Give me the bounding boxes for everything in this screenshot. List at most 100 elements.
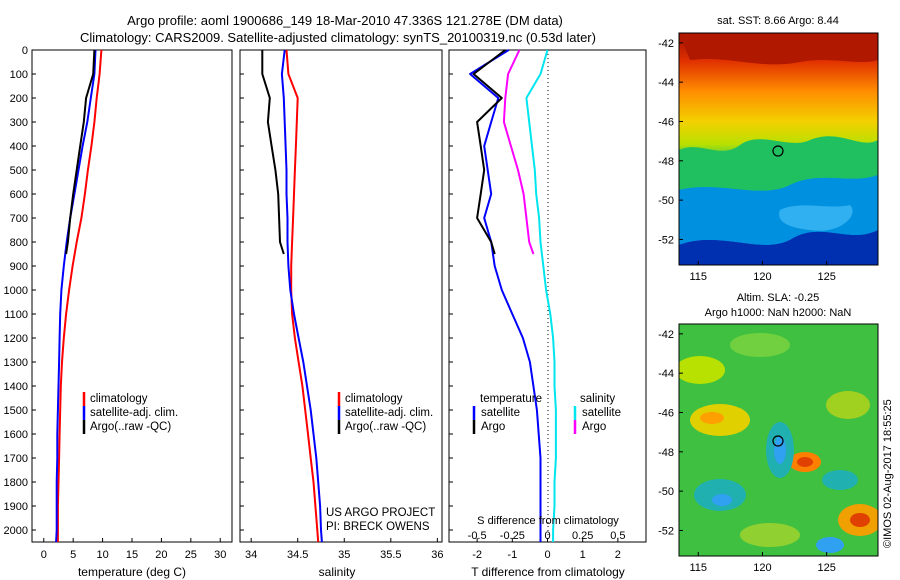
series-line-argo bbox=[502, 49, 535, 255]
legend-label-s-argo: Argo bbox=[582, 421, 606, 433]
x-tick-label: 1 bbox=[580, 549, 586, 561]
map-y-tick-label: -46 bbox=[658, 407, 674, 419]
sla-argo-marker bbox=[772, 435, 784, 447]
depth-tick-label: 800 bbox=[10, 237, 28, 249]
x-tick-label: -1 bbox=[507, 549, 517, 561]
depth-tick-label: 200 bbox=[10, 93, 28, 105]
x-tick-label: 0 bbox=[544, 549, 550, 561]
series-line-argo bbox=[472, 49, 506, 255]
depth-tick-label: 1700 bbox=[4, 453, 28, 465]
x-tick-label: 2 bbox=[615, 549, 621, 561]
series-line-argo-raw-qc- bbox=[261, 50, 285, 255]
map-y-tick-label: -42 bbox=[658, 329, 674, 341]
depth-tick-label: 300 bbox=[10, 117, 28, 129]
sla-map-frame bbox=[678, 323, 879, 557]
s-difference-label: S difference from climatology bbox=[477, 515, 619, 527]
legend-label-argo: Argo(..raw -QC) bbox=[345, 421, 426, 433]
header-line-1: Argo profile: aoml 1900686_149 18-Mar-20… bbox=[127, 13, 563, 28]
project-credit: US ARGO PROJECT bbox=[326, 507, 435, 519]
imos-stamp: ©IMOS 02-Aug-2017 18:55:25 bbox=[882, 399, 894, 548]
legend-label-argo: Argo(..raw -QC) bbox=[90, 421, 171, 433]
depth-tick-label: 1000 bbox=[4, 285, 28, 297]
difference-xlabel: T difference from climatology bbox=[471, 565, 625, 579]
difference-legend: temperature satellite Argo salinity sate… bbox=[472, 393, 621, 434]
legend-label-satellite: satellite-adj. clim. bbox=[345, 407, 433, 419]
map-x-tick-label: 115 bbox=[689, 562, 707, 574]
legend-head-temperature: temperature bbox=[480, 393, 542, 405]
salinity-legend: climatology satellite-adj. clim. Argo(..… bbox=[337, 392, 433, 434]
map-x-tick-label: 120 bbox=[753, 562, 771, 574]
map-y-tick-label: -52 bbox=[658, 234, 674, 246]
sla-map bbox=[679, 324, 878, 556]
series-line-climatology bbox=[56, 49, 103, 542]
salinity-xlabel: salinity bbox=[319, 565, 356, 579]
legend-label-climatology: climatology bbox=[345, 393, 403, 405]
s-tick-label: 0.5 bbox=[610, 530, 625, 542]
map-y-tick-label: -50 bbox=[658, 486, 674, 498]
sla-map-axes: -42 -44 -46 -48 -50 -52 115 120 125 bbox=[658, 329, 836, 574]
temperature-x-axis: 0 5 10 15 20 25 30 bbox=[41, 538, 226, 561]
series-line-satellite-adj-clim- bbox=[55, 49, 97, 543]
x-tick-label: 34.5 bbox=[287, 549, 308, 561]
sla-map-title-2: Argo h1000: NaN h2000: NaN bbox=[705, 307, 852, 319]
x-tick-label: 20 bbox=[155, 549, 167, 561]
series-line-argo-raw-qc- bbox=[65, 49, 96, 255]
sst-argo-marker bbox=[772, 145, 784, 157]
x-tick-label: 5 bbox=[70, 549, 76, 561]
depth-tick-label: 100 bbox=[10, 69, 28, 81]
map-x-tick-label: 125 bbox=[817, 562, 835, 574]
legend-label-satellite: satellite-adj. clim. bbox=[90, 407, 178, 419]
depth-tick-label: 1100 bbox=[4, 309, 28, 321]
x-tick-label: 35.5 bbox=[380, 549, 401, 561]
x-tick-label: 34 bbox=[245, 549, 257, 561]
legend-label-s-satellite: satellite bbox=[582, 407, 621, 419]
map-x-tick-label: 125 bbox=[817, 271, 835, 283]
series-line-satellite-adj-clim- bbox=[280, 49, 323, 543]
s-tick-label: 0.25 bbox=[572, 530, 593, 542]
profile-lines bbox=[55, 49, 557, 543]
x-tick-label: 0 bbox=[41, 549, 47, 561]
series-line-satellite bbox=[469, 49, 542, 542]
legend-label-t-argo: Argo bbox=[481, 421, 505, 433]
s-tick-label: 0 bbox=[544, 530, 550, 542]
pi-credit: PI: BRECK OWENS bbox=[326, 521, 430, 533]
legend-label-t-satellite: satellite bbox=[481, 407, 520, 419]
sst-map bbox=[679, 33, 878, 265]
depth-tick-label: 400 bbox=[10, 141, 28, 153]
map-y-tick-label: -48 bbox=[658, 156, 674, 168]
depth-tick-label: 900 bbox=[10, 261, 28, 273]
map-y-tick-label: -52 bbox=[658, 525, 674, 537]
salinity-x-axis: 34 34.5 35 35.5 36 bbox=[245, 538, 443, 561]
depth-tick-label: 2000 bbox=[4, 525, 28, 537]
header-line-2: Climatology: CARS2009. Satellite-adjuste… bbox=[80, 30, 596, 45]
s-tick-label: -0.25 bbox=[500, 530, 525, 542]
map-y-tick-label: -44 bbox=[658, 77, 674, 89]
depth-tick-label: 1500 bbox=[4, 405, 28, 417]
sst-map-axes: -42 -44 -46 -48 -50 -52 115 120 125 bbox=[658, 38, 836, 283]
x-tick-label: 36 bbox=[431, 549, 443, 561]
map-y-tick-label: -46 bbox=[658, 116, 674, 128]
depth-tick-label: 600 bbox=[10, 189, 28, 201]
map-x-tick-label: 115 bbox=[689, 271, 707, 283]
sla-map-title-1: Altim. SLA: -0.25 bbox=[737, 292, 820, 304]
x-tick-label: -2 bbox=[472, 549, 482, 561]
series-line-satellite bbox=[525, 49, 557, 542]
depth-tick-label: 500 bbox=[10, 165, 28, 177]
x-tick-label: 30 bbox=[214, 549, 226, 561]
map-y-tick-label: -48 bbox=[658, 447, 674, 459]
depth-tick-label: 1400 bbox=[4, 381, 28, 393]
depth-tick-label: 1800 bbox=[4, 477, 28, 489]
depth-tick-label: 1600 bbox=[4, 429, 28, 441]
x-tick-label: 15 bbox=[126, 549, 138, 561]
temperature-legend: climatology satellite-adj. clim. Argo(..… bbox=[82, 392, 178, 434]
x-tick-label: 35 bbox=[338, 549, 350, 561]
x-tick-label: 10 bbox=[96, 549, 108, 561]
depth-tick-label: 1300 bbox=[4, 357, 28, 369]
depth-tick-label: 0 bbox=[22, 45, 28, 57]
difference-x-axis: -2 -1 0 1 2 -0.5 -0.25 0 0.25 0.5 bbox=[468, 530, 626, 561]
legend-label-climatology: climatology bbox=[90, 393, 148, 405]
s-tick-label: -0.5 bbox=[468, 530, 487, 542]
depth-tick-label: 700 bbox=[10, 213, 28, 225]
depth-tick-label: 1200 bbox=[4, 333, 28, 345]
